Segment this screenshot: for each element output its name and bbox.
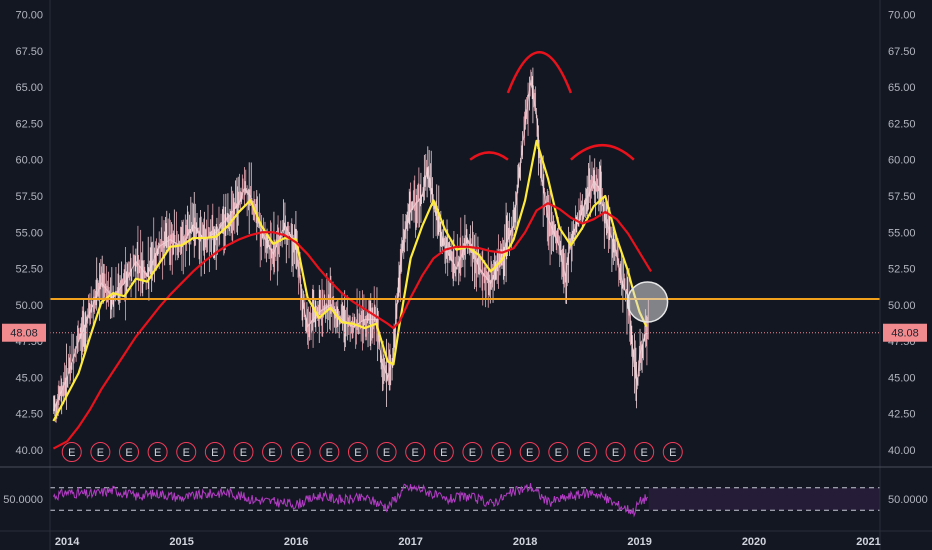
y-tick-label-right: 57.50 — [888, 191, 916, 203]
earnings-marker — [347, 442, 368, 462]
oscillator-line — [52, 483, 649, 518]
earnings-marker — [204, 442, 225, 462]
earnings-marker — [376, 442, 397, 462]
earnings-marker-label: E — [240, 447, 247, 459]
earnings-marker-label: E — [555, 447, 562, 459]
earnings-marker — [576, 442, 597, 462]
x-tick-label: 2017 — [398, 536, 422, 548]
y-tick-label-right: 62.50 — [888, 118, 916, 130]
ma-slow-line — [52, 202, 652, 450]
last-price-label-left-bg — [2, 323, 46, 342]
oscillator-band-fill — [648, 487, 880, 511]
earnings-marker-label: E — [125, 447, 132, 459]
earnings-marker — [319, 442, 340, 462]
earnings-marker — [519, 442, 540, 462]
earnings-marker-label: E — [97, 447, 104, 459]
earnings-marker — [176, 442, 197, 462]
y-tick-label-right: 60.00 — [888, 155, 916, 167]
earnings-marker — [605, 442, 626, 462]
earnings-marker-label: E — [583, 447, 590, 459]
y-tick-label-left: 45.00 — [15, 372, 43, 384]
oscillator-pane — [50, 483, 880, 518]
earnings-marker — [262, 442, 283, 462]
earnings-marker — [433, 442, 454, 462]
y-tick-label-right: 70.00 — [888, 10, 916, 22]
earnings-marker-label: E — [326, 447, 333, 459]
x-tick-label: 2014 — [55, 536, 80, 548]
earnings-marker — [548, 442, 569, 462]
earnings-marker-label: E — [440, 447, 447, 459]
earnings-marker — [405, 442, 426, 462]
y-tick-label-left: 70.00 — [15, 10, 43, 22]
earnings-marker — [118, 442, 139, 462]
earnings-marker — [147, 442, 168, 462]
earnings-marker — [290, 442, 311, 462]
y-tick-label-left: 50.00 — [15, 300, 43, 312]
y-tick-label-right: 42.50 — [888, 409, 916, 421]
earnings-marker — [462, 442, 483, 462]
earnings-marker-label: E — [211, 447, 218, 459]
earnings-marker-label: E — [526, 447, 533, 459]
oscillator-tick-left: 50.0000 — [3, 494, 43, 506]
earnings-marker — [491, 442, 512, 462]
earnings-marker — [662, 442, 683, 462]
highlight-circle — [626, 281, 669, 323]
y-tick-label-left: 42.50 — [15, 409, 43, 421]
x-tick-label: 2020 — [742, 536, 766, 548]
earnings-marker-label: E — [354, 447, 361, 459]
y-tick-label-left: 57.50 — [15, 191, 43, 203]
y-tick-label-left: 40.00 — [15, 445, 43, 457]
earnings-marker — [634, 442, 655, 462]
y-tick-label-right: 55.00 — [888, 227, 916, 239]
annotation-arc — [506, 51, 573, 94]
annotation-arc — [570, 144, 635, 161]
x-tick-label: 2021 — [856, 536, 880, 548]
earnings-marker-label: E — [497, 447, 504, 459]
y-tick-label-right: 45.00 — [888, 372, 916, 384]
x-tick-label: 2019 — [627, 536, 651, 548]
x-tick-label: 2016 — [284, 536, 308, 548]
last-price-label-left: 48.08 — [10, 328, 38, 340]
y-tick-label-left: 52.50 — [15, 264, 43, 276]
earnings-marker-label: E — [469, 447, 476, 459]
x-tick-label: 2018 — [513, 536, 537, 548]
y-tick-label-left: 60.00 — [15, 155, 43, 167]
ma-fast-line — [52, 139, 648, 422]
last-price-label-right: 48.08 — [891, 328, 919, 340]
y-tick-label-right: 50.00 — [888, 300, 916, 312]
y-tick-label-right: 52.50 — [888, 264, 916, 276]
earnings-marker-label: E — [68, 447, 75, 459]
earnings-marker-label: E — [297, 447, 304, 459]
y-tick-label-left: 55.00 — [15, 227, 43, 239]
y-tick-label-left: 65.00 — [15, 82, 43, 94]
y-tick-label-left: 67.50 — [15, 46, 43, 58]
earnings-marker-label: E — [154, 447, 161, 459]
earnings-marker — [90, 442, 111, 462]
y-tick-label-right: 67.50 — [888, 46, 916, 58]
earnings-marker — [233, 442, 254, 462]
y-tick-label-right: 40.00 — [888, 445, 916, 457]
earnings-marker-label: E — [383, 447, 390, 459]
earnings-marker-label: E — [640, 447, 647, 459]
y-tick-label-right: 65.00 — [888, 82, 916, 94]
annotation-arc — [469, 151, 509, 161]
earnings-marker-label: E — [669, 447, 676, 459]
oscillator-tick-right: 50.0000 — [888, 494, 928, 506]
last-price-label-right-bg — [883, 323, 927, 342]
x-tick-label: 2015 — [169, 536, 193, 548]
earnings-marker-label: E — [268, 447, 275, 459]
earnings-marker-label: E — [412, 447, 419, 459]
earnings-marker — [61, 442, 82, 462]
earnings-marker-label: E — [612, 447, 619, 459]
y-tick-label-left: 62.50 — [15, 118, 43, 130]
earnings-marker-label: E — [183, 447, 190, 459]
